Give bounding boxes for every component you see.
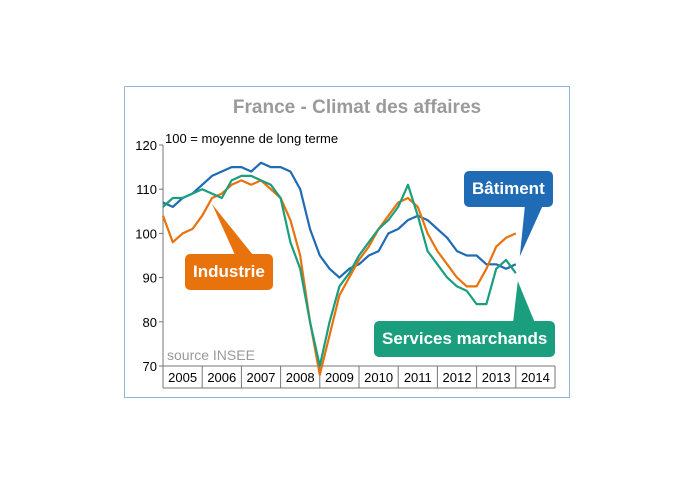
axes: 70 80 90 100 110 120 2005 2006 2007 2008 2009 2010 2… — [135, 138, 556, 389]
x-tick-label: 2007 — [247, 370, 276, 385]
chart-frame: France - Climat des affaires 100 = moyen… — [124, 86, 570, 398]
x-tick-label: 2009 — [325, 370, 354, 385]
batiment-callout: Bâtiment — [464, 171, 553, 207]
series-line-b-timent — [162, 161, 517, 279]
x-tick-label: 2008 — [286, 370, 315, 385]
batiment-pointer — [519, 205, 543, 257]
x-tick-label: 2014 — [521, 370, 550, 385]
services-pointer — [513, 281, 535, 323]
chart-subtitle: 100 = moyenne de long terme — [165, 131, 338, 146]
y-tick-label: 110 — [136, 182, 157, 197]
x-tick-label: 2005 — [168, 370, 197, 385]
x-tick-label: 2012 — [443, 370, 472, 385]
y-tick-label: 120 — [135, 138, 157, 153]
x-tick-label: 2006 — [207, 370, 236, 385]
services-marchands-callout: Services marchands — [374, 321, 556, 357]
industrie-pointer — [212, 204, 253, 255]
y-tick-label: 90 — [143, 271, 157, 286]
series-line-services-marchands — [162, 174, 517, 368]
y-tick-label: 80 — [143, 315, 157, 330]
industrie-callout: Industrie — [185, 254, 273, 290]
series-lines — [161, 161, 517, 376]
x-tick-label: 2011 — [404, 370, 432, 385]
y-tick-label: 70 — [143, 359, 157, 374]
x-tick-label: 2010 — [364, 370, 393, 385]
y-tick-label: 100 — [135, 226, 157, 241]
chart-title: France - Climat des affaires — [233, 97, 481, 118]
line-chart: France - Climat des affaires 100 = moyen… — [135, 97, 556, 389]
series-line-industrie — [161, 179, 517, 376]
x-tick-label: 2013 — [482, 370, 511, 385]
source-note: source INSEE — [167, 347, 255, 363]
